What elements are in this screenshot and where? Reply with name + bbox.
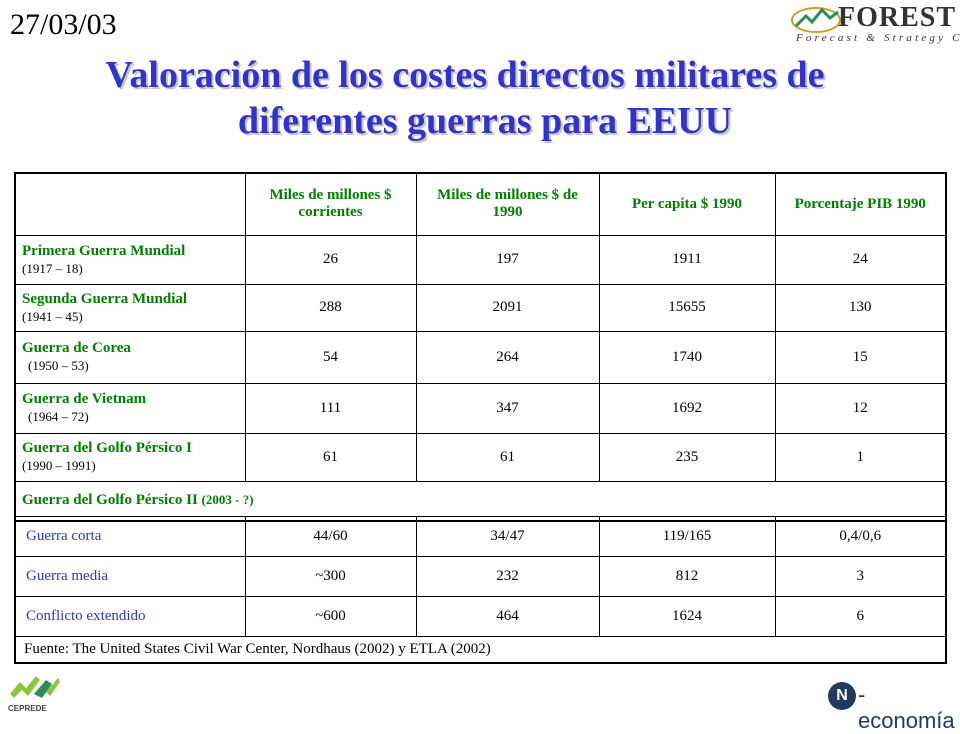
col-header: Miles de millones $ de 1990 bbox=[415, 172, 600, 236]
table-row: Guerra corta 44/60 34/47 119/165 0,4/0,6 bbox=[14, 516, 947, 557]
table-cell: 1 bbox=[774, 432, 947, 482]
table-cell: 130 bbox=[774, 283, 947, 332]
header-row: Miles de millones $ corrientes Miles de … bbox=[14, 172, 947, 236]
table-cell: 464 bbox=[415, 596, 600, 637]
table-cell: 44/60 bbox=[244, 516, 417, 557]
table-cell: 6 bbox=[774, 596, 947, 637]
row-label: Segunda Guerra Mundial (1941 – 45) bbox=[14, 283, 246, 332]
war-name: Primera Guerra Mundial bbox=[22, 242, 186, 259]
table-cell: 15 bbox=[774, 330, 947, 384]
table-cell: 54 bbox=[244, 330, 417, 384]
table-cell: 34/47 bbox=[415, 516, 600, 557]
table-cell: 61 bbox=[244, 432, 417, 482]
table-row: Conflicto extendido ~600 464 1624 6 bbox=[14, 596, 947, 637]
row-label: Guerra de Corea (1950 – 53) bbox=[14, 330, 246, 384]
scenario-label: Conflicto extendido bbox=[14, 596, 246, 637]
row-label: Primera Guerra Mundial (1917 – 18) bbox=[14, 234, 246, 285]
gulf-war-2-label: Guerra del Golfo Pérsico II (2003 - ?) bbox=[14, 480, 947, 522]
table-cell: 1740 bbox=[598, 330, 776, 384]
table-cell: 3 bbox=[774, 556, 947, 597]
war-name: Guerra de Vietnam bbox=[22, 391, 147, 407]
table-cell: 2091 bbox=[415, 283, 600, 332]
date-label: 27/03/03 bbox=[10, 8, 117, 41]
table-cell: ~300 bbox=[244, 556, 417, 597]
scenario-label: Guerra corta bbox=[14, 516, 246, 557]
title-line-1: Valoración de los costes directos milita… bbox=[105, 54, 825, 96]
n-economia-logo: N -economía bbox=[828, 678, 958, 733]
table-row: Segunda Guerra Mundial (1941 – 45) 288 20… bbox=[14, 283, 947, 332]
war-name: Guerra del Golfo Pérsico II bbox=[22, 492, 198, 509]
table-cell: 119/165 bbox=[598, 516, 776, 557]
war-period: (1950 – 53) bbox=[28, 358, 89, 373]
table-cell: 12 bbox=[774, 382, 947, 434]
table-cell: 61 bbox=[415, 432, 600, 482]
col-header: Porcentaje PIB 1990 bbox=[774, 172, 947, 236]
table-row: Guerra del Golfo Pérsico I (1990 – 1991) … bbox=[14, 432, 947, 482]
war-name: Guerra de Corea bbox=[22, 340, 131, 356]
ceprede-logo: CEPREDE bbox=[6, 672, 66, 718]
table-cell: 812 bbox=[598, 556, 776, 597]
table-row: Primera Guerra Mundial (1917 – 18) 26 197… bbox=[14, 234, 947, 285]
war-name: Segunda Guerra Mundial bbox=[22, 290, 188, 307]
war-period: (1990 – 1991) bbox=[22, 458, 96, 473]
forest-wordmark: FOREST bbox=[838, 2, 957, 33]
source-row: Fuente: The United States Civil War Cent… bbox=[14, 636, 947, 663]
table-row: Guerra de Vietnam (1964 – 72) 111 347 169… bbox=[14, 382, 947, 434]
slide-title: Valoración de los costes directos milita… bbox=[60, 52, 910, 144]
row-label: Guerra del Golfo Pérsico I (1990 – 1991) bbox=[14, 432, 246, 482]
ceprede-text: CEPREDE bbox=[8, 704, 47, 713]
war-name: Guerra del Golfo Pérsico I bbox=[22, 440, 192, 456]
table-cell: 0,4/0,6 bbox=[774, 516, 947, 557]
scenario-table: Guerra corta 44/60 34/47 119/165 0,4/0,6… bbox=[14, 516, 947, 664]
n-economia-mark-icon: N bbox=[828, 682, 856, 710]
ceprede-mark-icon bbox=[10, 676, 60, 698]
war-costs-table: Miles de millones $ corrientes Miles de … bbox=[14, 172, 947, 522]
table-cell: 197 bbox=[415, 234, 600, 285]
table-cell: 1692 bbox=[598, 382, 776, 434]
war-period: (1964 – 72) bbox=[28, 409, 89, 424]
table-cell: 264 bbox=[415, 330, 600, 384]
table-cell: 1911 bbox=[598, 234, 776, 285]
table-cell: 26 bbox=[244, 234, 417, 285]
table-cell: 232 bbox=[415, 556, 600, 597]
table-cell: 24 bbox=[774, 234, 947, 285]
table-cell: ~600 bbox=[244, 596, 417, 637]
table-cell: 235 bbox=[598, 432, 776, 482]
war-period: (1941 – 45) bbox=[22, 308, 83, 324]
corner-cell bbox=[14, 172, 246, 236]
row-label: Guerra de Vietnam (1964 – 72) bbox=[14, 382, 246, 434]
table-cell: 1624 bbox=[598, 596, 776, 637]
table-cell: 15655 bbox=[598, 283, 776, 332]
table-row: Guerra media ~300 232 812 3 bbox=[14, 556, 947, 597]
war-period: (1917 – 18) bbox=[22, 260, 83, 276]
scenario-label: Guerra media bbox=[14, 556, 246, 597]
col-header: Per capita $ 1990 bbox=[598, 172, 776, 236]
col-header: Miles de millones $ corrientes bbox=[244, 172, 417, 236]
table-row: Guerra de Corea (1950 – 53) 54 264 1740 1… bbox=[14, 330, 947, 384]
source-note: Fuente: The United States Civil War Cent… bbox=[14, 636, 947, 663]
forest-logo: FOREST Forecast & Strategy Club bbox=[790, 2, 960, 48]
table-cell: 288 bbox=[244, 283, 417, 332]
forest-tagline: Forecast & Strategy Club bbox=[796, 32, 960, 44]
title-line-2: diferentes guerras para EEUU bbox=[237, 100, 733, 142]
table-cell: 111 bbox=[244, 382, 417, 434]
gulf-war-2-row: Guerra del Golfo Pérsico II (2003 - ?) bbox=[14, 480, 947, 522]
n-economia-text: -economía bbox=[858, 682, 955, 733]
war-period: (2003 - ?) bbox=[201, 492, 254, 508]
forest-leaf-icon bbox=[791, 7, 841, 33]
table-cell: 347 bbox=[415, 382, 600, 434]
